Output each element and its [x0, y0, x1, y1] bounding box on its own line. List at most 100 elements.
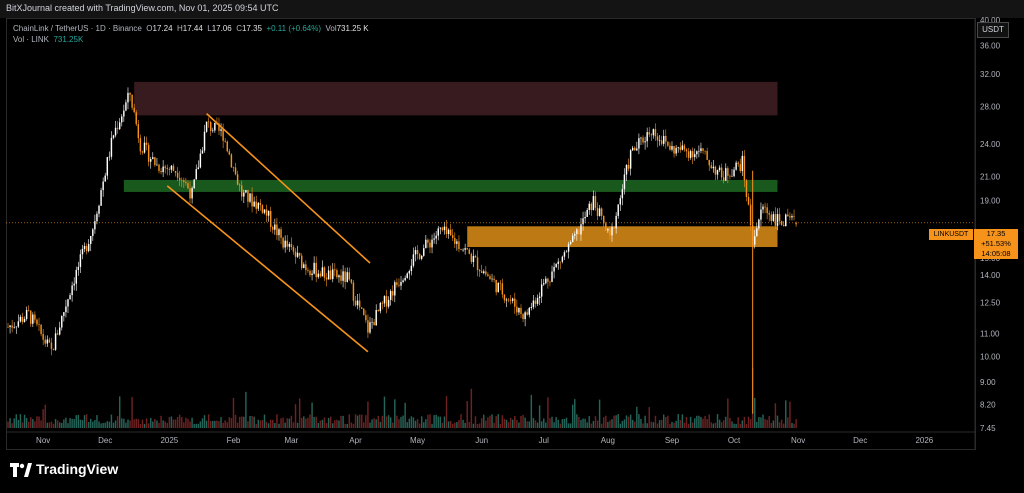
candle-body	[108, 156, 111, 158]
candle-body	[183, 180, 185, 183]
candle-body	[311, 273, 313, 276]
volume-bar	[83, 415, 86, 428]
zone-resistance-0	[134, 81, 778, 116]
candle-body	[383, 296, 386, 304]
time-tick-label: May	[410, 436, 425, 445]
candle-body	[420, 255, 423, 259]
volume-bar	[603, 417, 605, 428]
candle-body	[631, 147, 634, 151]
volume-bar	[534, 420, 537, 428]
time-tick-label: Feb	[227, 436, 241, 445]
volume-bar	[286, 418, 288, 428]
candle-body	[87, 244, 90, 252]
price-tick-label: 11.00	[980, 329, 1000, 338]
candle-body	[321, 267, 324, 277]
candle-body	[129, 92, 131, 95]
candle-body	[346, 272, 348, 282]
candle-body	[725, 168, 727, 181]
candle-body	[253, 201, 255, 207]
volume-bar	[44, 404, 46, 428]
candle-body	[485, 271, 487, 275]
volume-bar	[760, 417, 762, 428]
volume-bar	[526, 421, 528, 428]
candle-body	[611, 226, 613, 236]
volume-bar	[278, 423, 280, 428]
volume-bar	[598, 399, 601, 428]
time-tick-label: Mar	[284, 436, 298, 445]
candle-body	[288, 244, 291, 247]
volume-bar	[673, 422, 675, 428]
candle-body	[493, 278, 495, 280]
candle-body	[615, 215, 617, 229]
volume-bar	[580, 419, 582, 428]
volume-bar	[298, 398, 301, 428]
volume-bar	[350, 422, 353, 428]
candle-body	[722, 177, 725, 181]
candle-body	[116, 127, 119, 130]
currency-selector[interactable]: USDT	[977, 22, 1009, 38]
volume-bar	[667, 415, 669, 428]
volume-bar	[108, 421, 111, 428]
candle-body	[514, 298, 516, 307]
candle-body	[259, 202, 262, 206]
volume-bar	[623, 419, 626, 428]
volume-bar	[766, 419, 768, 428]
volume-bar	[768, 416, 770, 428]
volume-bar	[584, 418, 586, 428]
volume-bar	[243, 416, 245, 428]
volume-bar	[443, 416, 446, 428]
volume-bar	[224, 420, 226, 428]
price-tick-label: 36.00	[980, 42, 1001, 51]
candle-body	[232, 167, 235, 168]
volume-bar	[648, 407, 650, 428]
candle-body	[73, 283, 75, 286]
candle-body	[67, 299, 69, 307]
candle-body	[667, 141, 669, 146]
candle-body	[673, 146, 675, 154]
brand-logo[interactable]: TradingView	[10, 461, 118, 478]
candle-body	[58, 327, 61, 335]
volume-bar	[129, 420, 131, 428]
candle-body	[474, 256, 477, 258]
volume-bar	[311, 402, 313, 428]
candle-body	[567, 244, 570, 252]
volume-bar	[402, 415, 404, 428]
candle-body	[214, 122, 216, 131]
volume-bar	[710, 422, 713, 428]
vol-line-value: 731.25K	[53, 35, 84, 44]
candle-body	[261, 205, 264, 213]
volume-bar	[21, 422, 24, 428]
volume-bar	[170, 416, 173, 428]
candle-body	[181, 180, 183, 181]
volume-bar	[685, 416, 688, 428]
volume-bar	[551, 416, 553, 428]
candle-body	[292, 247, 295, 252]
candle-body	[344, 271, 346, 282]
volume-bar	[576, 414, 578, 428]
volume-bar	[660, 419, 663, 428]
price-tick-label: 40.00	[980, 16, 1001, 25]
volume-bar	[236, 422, 239, 428]
volume-bar	[582, 418, 584, 428]
volume-bar	[452, 423, 454, 428]
candle-body	[617, 204, 619, 216]
volume-bar	[571, 404, 574, 428]
volume-bar	[245, 391, 247, 428]
candle-body	[360, 307, 363, 309]
candle-body	[483, 271, 485, 274]
volume-bar	[116, 416, 119, 428]
candle-body	[774, 214, 777, 226]
time-tick-label: Nov	[36, 436, 50, 445]
volume-bar	[367, 401, 369, 428]
volume-bar	[468, 421, 471, 428]
volume-bar	[265, 421, 268, 428]
candle-body	[683, 145, 686, 150]
candle-body	[197, 167, 200, 170]
volume-bar	[437, 416, 439, 428]
volume-bar	[472, 423, 475, 428]
candle-body	[497, 282, 499, 293]
candle-body	[125, 102, 127, 111]
volume-bar	[406, 422, 408, 428]
candle-body	[762, 206, 764, 210]
